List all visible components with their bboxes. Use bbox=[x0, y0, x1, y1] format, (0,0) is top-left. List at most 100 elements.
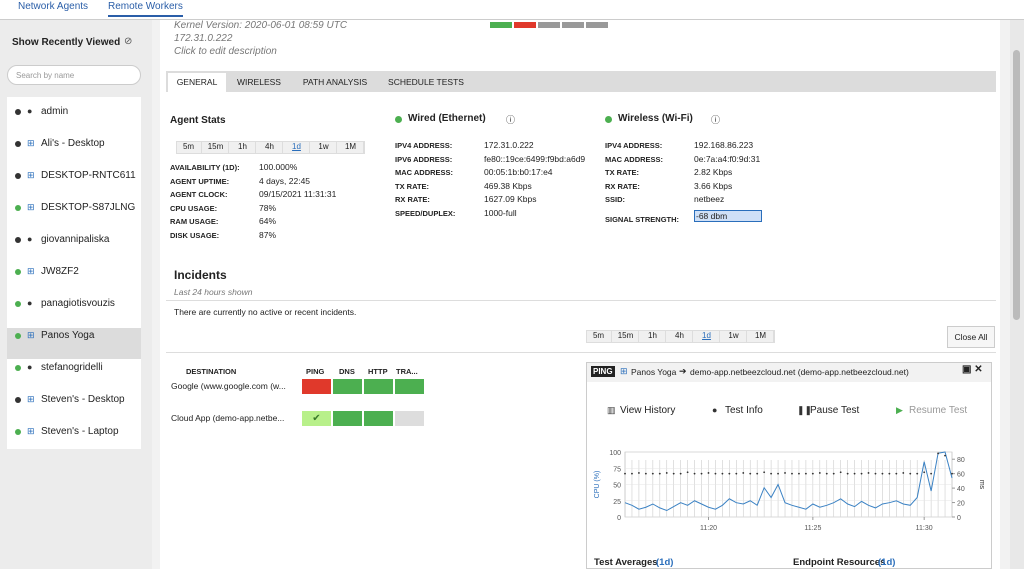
status-dot bbox=[605, 116, 612, 123]
latency-point bbox=[881, 472, 884, 475]
os-icon: ⊞ bbox=[27, 138, 35, 148]
divider bbox=[166, 352, 996, 353]
latency-point bbox=[811, 472, 814, 475]
latency-point bbox=[672, 472, 675, 475]
latency-point bbox=[895, 472, 898, 475]
status-dot bbox=[15, 141, 21, 147]
y2-axis-label: ms bbox=[978, 480, 985, 490]
field-label: IPV4 ADDRESS: bbox=[395, 141, 453, 150]
status-dot bbox=[15, 301, 21, 307]
agent-name[interactable]: DESKTOP-S87JLNG bbox=[41, 202, 136, 213]
y2-tick-label: 80 bbox=[957, 457, 965, 464]
agent-name[interactable]: Steven's - Desktop bbox=[41, 394, 125, 405]
action-button[interactable]: Pause Test bbox=[810, 405, 860, 416]
status-cell[interactable]: ✔ bbox=[302, 411, 331, 426]
latency-point bbox=[679, 472, 682, 475]
cpu-line bbox=[624, 451, 953, 512]
status-dot bbox=[15, 333, 21, 339]
tab[interactable]: Remote Workers bbox=[108, 1, 183, 17]
status-cell[interactable] bbox=[302, 379, 331, 394]
status-dot bbox=[15, 397, 21, 403]
status-cell[interactable] bbox=[395, 379, 424, 394]
tab[interactable]: GENERAL bbox=[168, 73, 226, 92]
range-button[interactable]: 1M bbox=[338, 141, 364, 154]
tab[interactable]: Network Agents bbox=[18, 1, 89, 12]
range-button[interactable]: 15m bbox=[613, 330, 639, 343]
range-button[interactable]: 4h bbox=[667, 330, 693, 343]
range-button[interactable]: 5m bbox=[176, 141, 202, 154]
action-icon[interactable]: ▥ bbox=[607, 405, 616, 415]
range-button[interactable]: 4h bbox=[257, 141, 283, 154]
field-value: 1627.09 Kbps bbox=[484, 194, 537, 204]
status-cell[interactable] bbox=[364, 411, 393, 426]
agent-name[interactable]: admin bbox=[41, 106, 69, 117]
status-dot bbox=[395, 116, 402, 123]
y-tick-label: 100 bbox=[609, 450, 621, 457]
agent-name[interactable]: giovannipaliska bbox=[41, 234, 110, 245]
range-button[interactable]: 1h bbox=[230, 141, 256, 154]
latency-point bbox=[798, 472, 800, 475]
tab-bar bbox=[166, 71, 996, 92]
agent-name[interactable]: Steven's - Laptop bbox=[41, 426, 119, 437]
field-label: TX RATE: bbox=[395, 181, 430, 191]
tab[interactable]: PATH ANALYSIS bbox=[302, 77, 368, 87]
status-cell[interactable] bbox=[395, 411, 424, 426]
status-cell[interactable] bbox=[364, 379, 393, 394]
os-icon: ⊞ bbox=[27, 394, 35, 404]
range-button[interactable]: 1d bbox=[284, 141, 310, 154]
range-button[interactable]: 1w bbox=[311, 141, 337, 154]
agent-name[interactable]: Ali's - Desktop bbox=[41, 138, 105, 149]
footer-range[interactable]: 1d bbox=[878, 557, 895, 568]
range-button[interactable]: 1w bbox=[721, 330, 747, 343]
tab[interactable]: SCHEDULE TESTS bbox=[388, 77, 464, 87]
footer-range[interactable]: 1d bbox=[656, 557, 673, 568]
latency-point bbox=[631, 472, 633, 475]
latency-point bbox=[756, 472, 759, 475]
action-button[interactable]: Test Info bbox=[725, 405, 763, 416]
latency-point bbox=[818, 472, 821, 474]
chart: 0 25 50 75 100 0 20 40 60 80 11:20 11:25 11:30 CPU (%… bbox=[594, 450, 985, 532]
destination[interactable]: Cloud App (demo-app.netbe... bbox=[171, 413, 285, 423]
latency-point bbox=[644, 472, 647, 475]
status-cell[interactable] bbox=[333, 379, 362, 394]
search-box[interactable]: Search by name bbox=[7, 65, 141, 85]
range-button[interactable]: 5m bbox=[586, 330, 612, 343]
range-button[interactable]: 15m bbox=[203, 141, 229, 154]
divider bbox=[166, 300, 996, 301]
agent-name[interactable]: DESKTOP-RNTC611 bbox=[41, 170, 136, 181]
latency-point bbox=[804, 472, 807, 475]
incidents-subtitle: Last 24 hours shown bbox=[174, 287, 253, 297]
tab[interactable]: WIRELESS bbox=[237, 77, 281, 87]
field-value: 0e:7a:a4:f0:9d:31 bbox=[694, 153, 761, 164]
destination[interactable]: Google (www.google.com (w... bbox=[171, 381, 286, 391]
range-button[interactable]: 1d bbox=[694, 330, 720, 343]
agent-name[interactable]: panagiotisvouzis bbox=[41, 298, 115, 309]
action-icon[interactable]: ❚❚ bbox=[797, 405, 813, 415]
latency-point bbox=[860, 472, 863, 475]
range-button[interactable]: 1h bbox=[640, 330, 666, 343]
field-value: 4 days, 22:45 bbox=[259, 175, 311, 186]
field-label: AGENT UPTIME: bbox=[170, 176, 230, 186]
table-header: TRA... bbox=[396, 367, 418, 376]
action-button[interactable]: Resume Test bbox=[909, 405, 968, 416]
field-value: 469.38 Kbps bbox=[484, 180, 532, 191]
latency-point bbox=[916, 472, 919, 475]
latency-point bbox=[853, 472, 856, 475]
x-tick-label: 11:25 bbox=[804, 525, 821, 532]
agent-name[interactable]: stefanogridelli bbox=[41, 362, 103, 373]
agent-name[interactable]: JW8ZF2 bbox=[41, 266, 79, 277]
os-icon: ● bbox=[27, 362, 33, 372]
description[interactable]: Click to edit description bbox=[174, 46, 277, 57]
agent-name[interactable]: Panos Yoga bbox=[41, 330, 95, 341]
field-value: 3.66 Kbps bbox=[694, 180, 733, 191]
os-icon: ⊞ bbox=[27, 170, 35, 180]
field-label: SPEED/DUPLEX: bbox=[395, 208, 456, 218]
action-button[interactable]: View History bbox=[620, 405, 676, 416]
action-icon[interactable]: ● bbox=[712, 405, 718, 415]
range-group bbox=[586, 330, 775, 343]
status-cell[interactable] bbox=[333, 411, 362, 426]
action-icon[interactable]: ▶ bbox=[896, 405, 903, 415]
range-button[interactable]: 1M bbox=[748, 330, 774, 343]
close-all[interactable]: Close All bbox=[947, 326, 995, 348]
field-label: AVAILABILITY (1D): bbox=[170, 163, 240, 172]
